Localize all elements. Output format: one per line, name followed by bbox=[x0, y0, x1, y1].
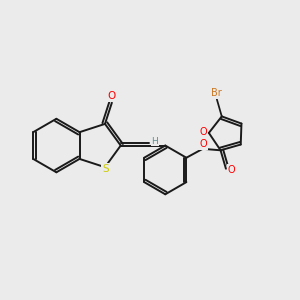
Text: O: O bbox=[227, 165, 235, 175]
Text: O: O bbox=[108, 91, 116, 101]
Text: S: S bbox=[102, 164, 109, 174]
Text: H: H bbox=[152, 136, 158, 146]
Text: Br: Br bbox=[212, 88, 222, 98]
Text: O: O bbox=[199, 127, 207, 137]
Text: O: O bbox=[199, 139, 207, 149]
